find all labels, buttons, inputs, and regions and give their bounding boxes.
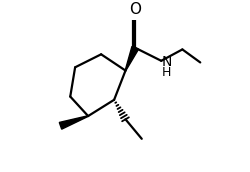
Text: N: N bbox=[161, 55, 172, 69]
Polygon shape bbox=[59, 116, 88, 129]
Text: O: O bbox=[129, 2, 141, 17]
Polygon shape bbox=[125, 46, 138, 71]
Text: H: H bbox=[161, 66, 170, 79]
